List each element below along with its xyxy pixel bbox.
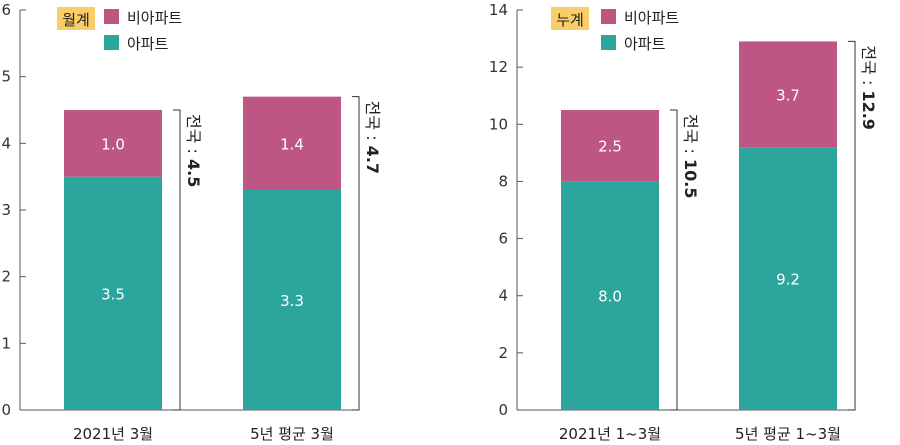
data-label-non-apartment: 3.7 bbox=[776, 86, 800, 104]
total-label: 전국 : 4.5 bbox=[184, 114, 203, 187]
total-label: 전국 : 4.7 bbox=[363, 101, 382, 174]
legend-label-apartment: 아파트 bbox=[127, 35, 169, 53]
data-label-apartment: 3.3 bbox=[280, 292, 304, 310]
panel-monthly: 0 1 2 3 4 5 6 3.5 1.0 2021년 3월 전국 : 4.5 3.3 1.4 5년 평균… bbox=[1, 1, 382, 443]
y-tick-label: 4 bbox=[498, 287, 508, 305]
y-tick-label: 5 bbox=[1, 68, 11, 86]
badge-label: 누계 bbox=[556, 11, 584, 29]
bar-apartment bbox=[739, 147, 837, 410]
bar-non-apartment bbox=[739, 41, 837, 148]
total-label: 전국 : 10.5 bbox=[681, 114, 700, 199]
bar-non-apartment bbox=[561, 110, 659, 182]
total-value: 4.5 bbox=[184, 159, 203, 187]
y-tick-label: 4 bbox=[1, 134, 11, 152]
y-tick-label: 2 bbox=[498, 344, 508, 362]
badge-box bbox=[57, 7, 95, 30]
total-bracket bbox=[173, 109, 181, 411]
data-label-non-apartment: 2.5 bbox=[598, 138, 622, 156]
data-label-non-apartment: 1.0 bbox=[101, 135, 125, 153]
x-category-label: 2021년 3월 bbox=[73, 425, 153, 443]
total-prefix: 전국 : bbox=[184, 114, 203, 159]
y-tick-label: 6 bbox=[1, 1, 11, 19]
y-tick-label: 0 bbox=[1, 401, 11, 419]
y-tick-label: 2 bbox=[1, 268, 11, 286]
legend-label-apartment: 아파트 bbox=[624, 35, 666, 53]
total-bracket bbox=[848, 40, 856, 411]
bar-apartment bbox=[243, 190, 341, 410]
total-bracket bbox=[670, 109, 678, 411]
legend-swatch-non-apartment bbox=[601, 9, 616, 24]
data-label-apartment: 9.2 bbox=[776, 271, 800, 289]
legend-swatch-apartment bbox=[104, 35, 119, 50]
y-tick-label: 12 bbox=[489, 58, 508, 76]
total-prefix: 전국 : bbox=[363, 101, 382, 146]
data-label-apartment: 8.0 bbox=[598, 288, 622, 306]
badge-box bbox=[551, 7, 589, 30]
panel-cumulative: 0 2 4 6 8 10 12 14 8.0 2.5 2021년 1~3월 전국 : 10.5 9.2 3… bbox=[489, 1, 878, 443]
total-label: 전국 : 12.9 bbox=[859, 45, 878, 130]
data-label-apartment: 3.5 bbox=[101, 285, 125, 303]
bar-apartment bbox=[561, 181, 659, 410]
total-value: 10.5 bbox=[681, 159, 700, 198]
total-value: 12.9 bbox=[859, 90, 878, 129]
total-prefix: 전국 : bbox=[859, 45, 878, 90]
y-tick-label: 10 bbox=[489, 115, 508, 133]
total-bracket bbox=[352, 96, 360, 411]
total-prefix: 전국 : bbox=[681, 114, 700, 159]
x-category-label: 5년 평균 3월 bbox=[250, 425, 334, 443]
y-tick-label: 14 bbox=[489, 1, 508, 19]
legend-swatch-non-apartment bbox=[104, 9, 119, 24]
badge-label: 월계 bbox=[62, 11, 90, 29]
y-tick-label: 3 bbox=[1, 201, 11, 219]
y-tick-label: 6 bbox=[498, 230, 508, 248]
y-tick-label: 0 bbox=[498, 401, 508, 419]
bar-apartment bbox=[64, 176, 162, 410]
y-tick-label: 8 bbox=[498, 172, 508, 190]
bar-non-apartment bbox=[64, 110, 162, 177]
legend-label-non-apartment: 비아파트 bbox=[127, 9, 182, 27]
x-category-label: 2021년 1~3월 bbox=[559, 425, 661, 443]
legend-label-non-apartment: 비아파트 bbox=[624, 9, 679, 27]
bar-non-apartment bbox=[243, 96, 341, 190]
total-value: 4.7 bbox=[363, 146, 382, 174]
legend-swatch-apartment bbox=[601, 35, 616, 50]
x-category-label: 5년 평균 1~3월 bbox=[735, 425, 841, 443]
y-tick-label: 1 bbox=[1, 334, 11, 352]
data-label-non-apartment: 1.4 bbox=[280, 135, 304, 153]
